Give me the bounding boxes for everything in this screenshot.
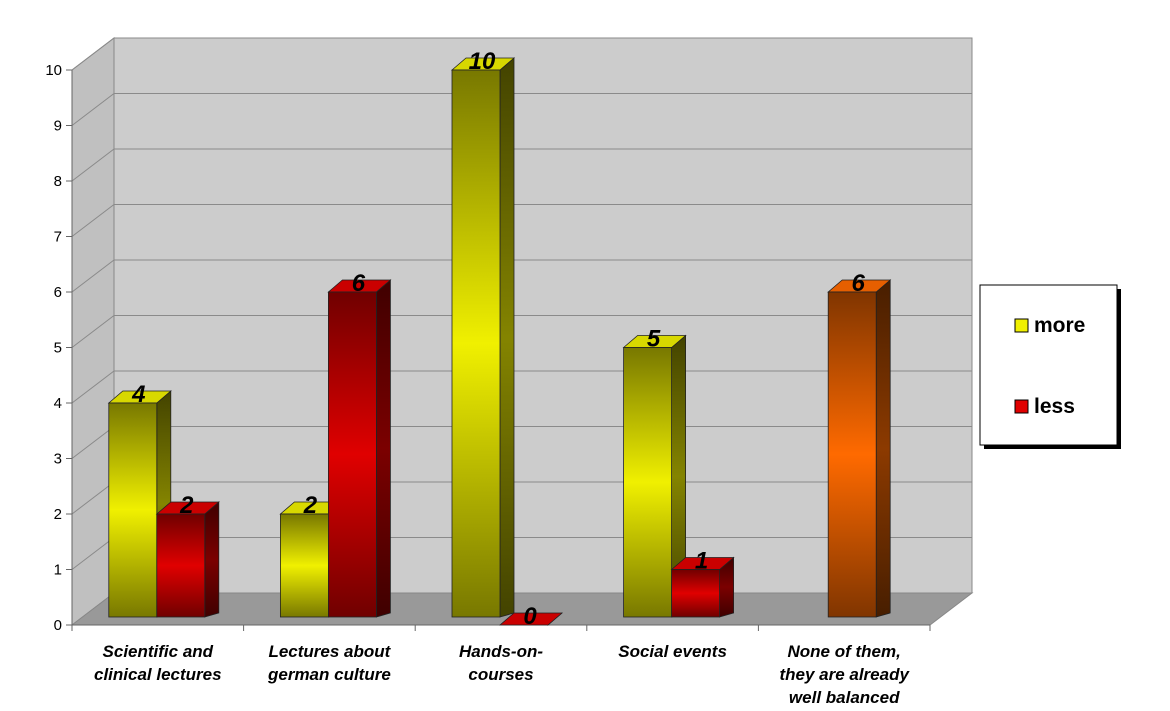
legend-box [979,284,1118,446]
value-label: 0 [523,603,537,630]
legend: more less [979,284,1121,449]
legend-label: less [1034,395,1075,418]
value-label: 2 [303,492,318,519]
gridline [71,204,972,237]
gridline [71,93,972,126]
y-tick-label: 8 [54,173,62,190]
y-tick-label: 7 [54,229,62,246]
bar-more [622,334,687,618]
gridline [71,259,972,293]
y-tick-label: 5 [54,340,62,357]
gridline [71,37,972,71]
value-label: 4 [131,381,145,408]
x-category-label: Scientific and clinical lectures [94,642,222,684]
x-category-label: Hands-on-courses [459,642,543,684]
bar-less [670,556,735,618]
bar-extra [827,279,892,618]
bar-more [450,57,516,618]
y-tick-label: 4 [54,395,62,412]
bar-less [327,279,392,618]
bars [107,57,892,626]
x-category-label: None of them, they are already well balanc… [779,642,910,707]
value-labels: 4 2 2 6 10 0 5 1 6 [131,48,865,630]
y-tick-label: 9 [54,118,62,135]
y-tick-label: 6 [54,284,62,301]
value-label: 1 [695,548,708,575]
y-tick-label: 10 [45,62,62,79]
value-label: 2 [179,492,194,519]
legend-swatch [1014,318,1029,333]
value-label: 5 [647,326,661,353]
x-category-label: Social events [618,642,727,661]
gridline [71,148,972,182]
y-tick-label: 0 [54,617,62,634]
value-label: 10 [469,48,496,75]
bar-less [155,501,220,618]
bar-less [498,612,564,626]
y-tick-label: 2 [54,506,62,523]
legend-swatch [1014,399,1029,414]
legend-label: more [1034,314,1085,337]
gridline [71,315,972,348]
value-label: 6 [352,270,366,297]
value-label: 6 [852,270,866,297]
y-tick-label: 3 [54,451,62,468]
x-category-label: Lectures about german culture [267,642,392,684]
y-tick-label: 1 [54,562,62,579]
